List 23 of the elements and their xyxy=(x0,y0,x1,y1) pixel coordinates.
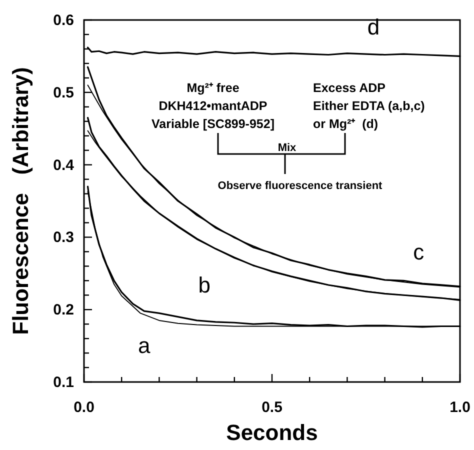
x-axis-title: Seconds xyxy=(226,420,318,445)
y-axis-title: Fluorescence (Arbitrary) xyxy=(8,67,33,335)
x-tick-label: 0.5 xyxy=(262,399,282,416)
y-tick-label: 0.4 xyxy=(53,156,75,174)
x-tick-label: 0.0 xyxy=(74,399,94,416)
series-label: b xyxy=(198,272,210,298)
series-label: a xyxy=(138,332,152,358)
annotation: Excess ADP xyxy=(313,81,386,95)
series-label: c xyxy=(413,239,424,264)
y-tick-label: 0.6 xyxy=(53,12,74,29)
annotation: Mg²⁺ free xyxy=(186,81,240,95)
annotation: DKH412•mantADP xyxy=(158,99,268,113)
annotation: Observe fluorescence transient xyxy=(218,180,383,192)
y-tick-label: 0.5 xyxy=(53,84,74,102)
annotation: or Mg²⁺ (d) xyxy=(313,117,378,131)
y-tick-label: 0.3 xyxy=(53,229,74,246)
y-tick-label: 0.1 xyxy=(53,374,74,391)
annotation: Either EDTA (a,b,c) xyxy=(313,99,425,113)
series-label: d xyxy=(367,14,380,40)
annotation: Variable [SC899-952] xyxy=(152,117,274,131)
x-tick-label: 1.0 xyxy=(450,399,470,416)
annotation: Mix xyxy=(278,142,298,154)
y-tick-label: 0.2 xyxy=(53,302,74,319)
